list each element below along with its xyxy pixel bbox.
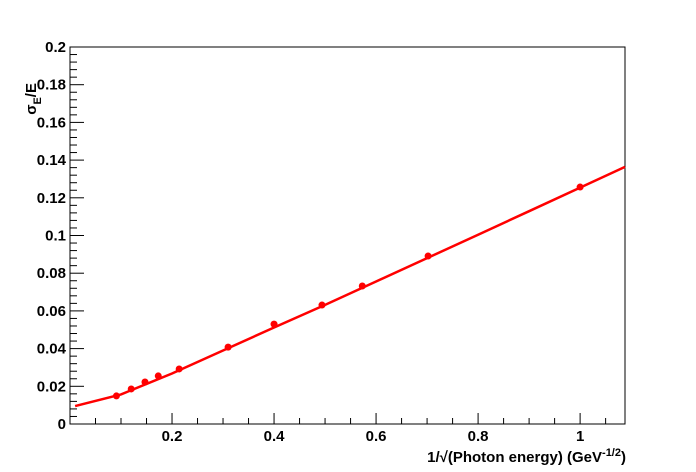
y-tick-label: 0.02 — [37, 378, 66, 395]
x-label-sup: -1/2 — [602, 447, 621, 459]
data-point — [175, 365, 183, 373]
x-label-main: 1/√(Photon energy) (GeV — [427, 449, 602, 466]
x-label-end: ) — [621, 449, 626, 466]
data-point — [141, 378, 149, 386]
y-tick-label: 0.16 — [37, 114, 66, 131]
y-label-end: /E — [23, 83, 40, 97]
y-tick-label: 0.04 — [37, 341, 67, 358]
y-tick-label: 0.08 — [37, 265, 66, 282]
x-tick-label: 0.8 — [468, 428, 489, 445]
x-axis-label: 1/√(Photon energy) (GeV-1/2) — [427, 447, 626, 466]
y-label-main: σ — [23, 105, 40, 115]
y-tick-label: 0.2 — [45, 39, 66, 56]
y-tick-label: 0.18 — [37, 77, 66, 94]
fit-line — [74, 165, 626, 408]
y-tick-label: 0.12 — [37, 190, 66, 207]
y-tick-label: 0.1 — [45, 228, 66, 245]
data-point — [424, 252, 432, 260]
x-tick-label: 0.2 — [162, 428, 183, 445]
data-point — [127, 385, 135, 393]
x-tick-label: 0.4 — [264, 428, 286, 445]
y-tick-label: 0 — [58, 416, 66, 433]
data-point — [154, 372, 162, 380]
data-point — [318, 301, 326, 309]
data-point — [576, 183, 584, 191]
y-axis-label: σE/E — [23, 83, 44, 115]
x-tick-label: 0.6 — [366, 428, 387, 445]
x-tick-label: 1 — [576, 428, 584, 445]
y-tick-label: 0.06 — [37, 303, 66, 320]
y-tick-label: 0.14 — [37, 152, 67, 169]
data-point — [224, 343, 232, 351]
plot-frame — [69, 46, 626, 425]
data-point — [112, 392, 120, 400]
data-point — [358, 282, 366, 290]
data-point — [270, 320, 278, 328]
y-label-sub: E — [32, 97, 44, 104]
